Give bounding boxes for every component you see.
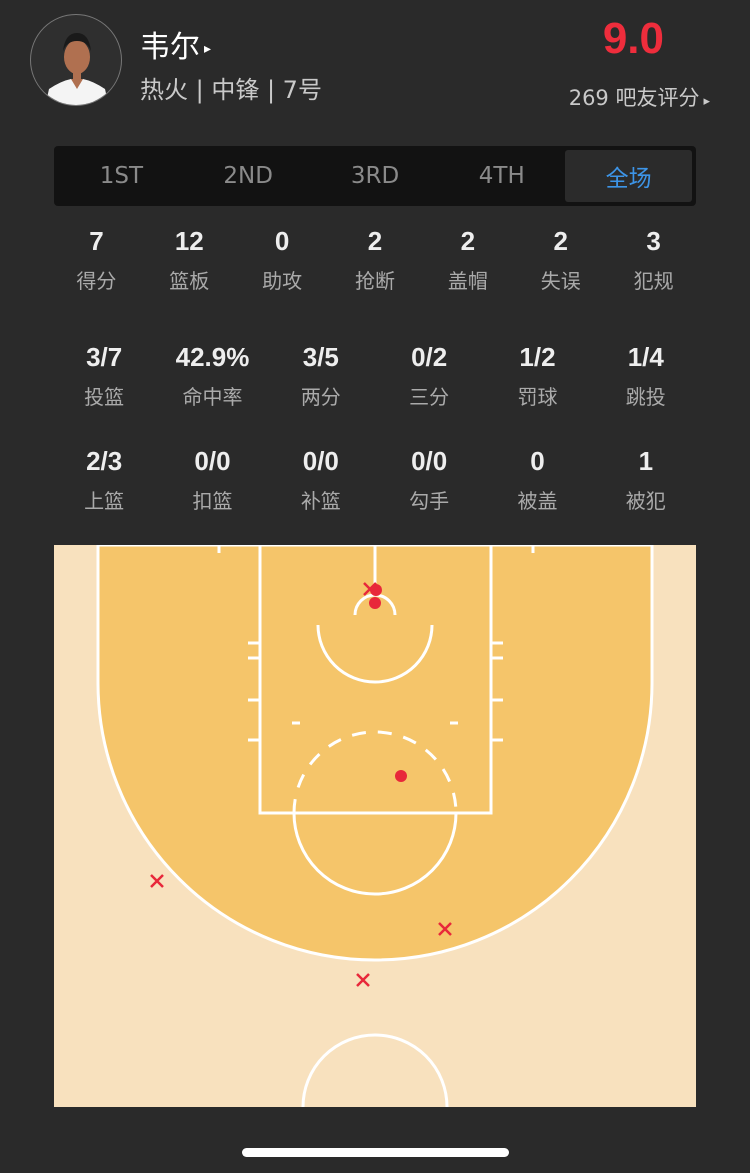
stat-value: 0/2 [411,342,448,372]
stat-shot_type_stats-3: 0/0 勾手 [375,446,483,514]
stat-label: 抢断 [355,269,395,293]
stat-value: 2/3 [86,446,123,476]
home-indicator[interactable] [242,1148,509,1157]
player-rating: 9.0 [602,14,664,63]
stat-shooting_stats-0: 3/7 投篮 [50,342,158,410]
stat-shot_type_stats-1: 0/0 扣篮 [158,446,266,514]
tab-3rd[interactable]: 3RD [350,163,400,189]
stat-value: 1 [638,446,654,476]
court-lines [217,545,535,1107]
stat-value: 2 [367,226,383,256]
stat-label: 扣篮 [192,489,233,513]
stat-basic_stats-5: 2 失误 [514,226,607,294]
stat-basic_stats-0: 7 得分 [50,226,143,294]
stat-shot_type_stats-0: 2/3 上篮 [50,446,158,514]
missed-shot-marker [356,973,370,987]
stat-label: 罚球 [517,385,558,409]
made-shot-marker [369,597,381,609]
stat-label: 补篮 [300,489,341,513]
period-tabs: 1ST 2ND 3RD 4TH 全场 [54,146,696,206]
stat-label: 投篮 [84,385,125,409]
tab-full-game[interactable]: 全场 [565,150,692,202]
stat-basic_stats-1: 12 篮板 [143,226,236,294]
stat-label: 盖帽 [447,269,488,293]
stat-shooting_stats-4: 1/2 罚球 [483,342,591,410]
stat-shot_type_stats-5: 1 被犯 [592,446,700,514]
stat-value: 0 [530,446,545,476]
shot-type-stats: 2/3 上篮 0/0 扣篮 0/0 补篮 0/0 勾手 0 被盖 1 被犯 [50,446,700,514]
stat-shooting_stats-3: 0/2 三分 [375,342,483,410]
stat-label: 三分 [409,385,450,409]
stat-shooting_stats-5: 1/4 跳投 [592,342,700,410]
stat-value: 0/0 [411,446,448,476]
stat-value: 1/2 [519,342,556,372]
stat-value: 0/0 [302,446,339,476]
chevron-right-icon: ▸ [703,94,710,109]
stat-basic_stats-3: 2 抢断 [329,226,422,294]
stat-value: 42.9% [175,342,250,372]
stat-basic_stats-6: 3 犯规 [607,226,700,294]
stat-value: 1/4 [627,342,664,372]
stat-label: 失误 [540,269,581,293]
stat-label: 命中率 [182,385,243,409]
stat-shot_type_stats-4: 0 被盖 [483,446,591,514]
stat-value: 12 [174,226,204,256]
stat-shooting_stats-1: 42.9% 命中率 [158,342,266,410]
tab-1st[interactable]: 1ST [99,163,144,189]
shooting-stats: 3/7 投篮 42.9% 命中率 3/5 两分 0/2 三分 1/2 罚球 1/4 跳投 [50,342,700,410]
missed-shot-marker [438,922,452,936]
stat-value: 2 [460,226,476,256]
stat-label: 得分 [76,269,117,293]
stat-value: 0 [274,226,290,256]
chevron-right-icon: ▸ [204,40,212,57]
stat-basic_stats-4: 2 盖帽 [421,226,514,294]
stat-value: 3/5 [302,342,339,372]
missed-shot-marker [150,874,164,888]
player-info: 热火 | 中锋 | 7号 [140,76,322,104]
stat-value: 7 [89,226,104,256]
shot-chart [54,545,696,1107]
stat-value: 3 [646,226,661,256]
stat-label: 两分 [300,385,341,409]
stat-value: 3/7 [86,342,123,372]
stat-value: 0/0 [194,446,231,476]
three-point-line [96,545,654,962]
rating-count-link[interactable]: 269 吧友评分 ▸ [568,86,710,110]
stat-value: 2 [553,226,568,256]
stat-label: 上篮 [84,489,125,513]
stat-label: 被犯 [625,489,666,513]
stat-label: 跳投 [625,385,666,409]
stat-label: 被盖 [517,489,558,513]
tab-4th[interactable]: 4TH [478,163,525,189]
stat-label: 篮板 [169,269,210,293]
basic-stats: 7 得分 12 篮板 0 助攻 2 抢断 2 盖帽 2 失误 3 犯规 [50,226,700,294]
stat-label: 助攻 [262,269,303,293]
stat-label: 犯规 [633,269,674,293]
stat-basic_stats-2: 0 助攻 [236,226,329,294]
player-avatar[interactable] [30,14,122,106]
player-name[interactable]: 韦尔 ▸ [140,30,212,65]
tab-2nd[interactable]: 2ND [223,163,273,189]
stat-shooting_stats-2: 3/5 两分 [267,342,375,410]
stat-shot_type_stats-2: 0/0 补篮 [267,446,375,514]
made-shot-marker [395,770,407,782]
missed-shot-marker [363,582,377,596]
player-photo-icon [45,33,109,105]
stat-label: 勾手 [409,489,450,513]
